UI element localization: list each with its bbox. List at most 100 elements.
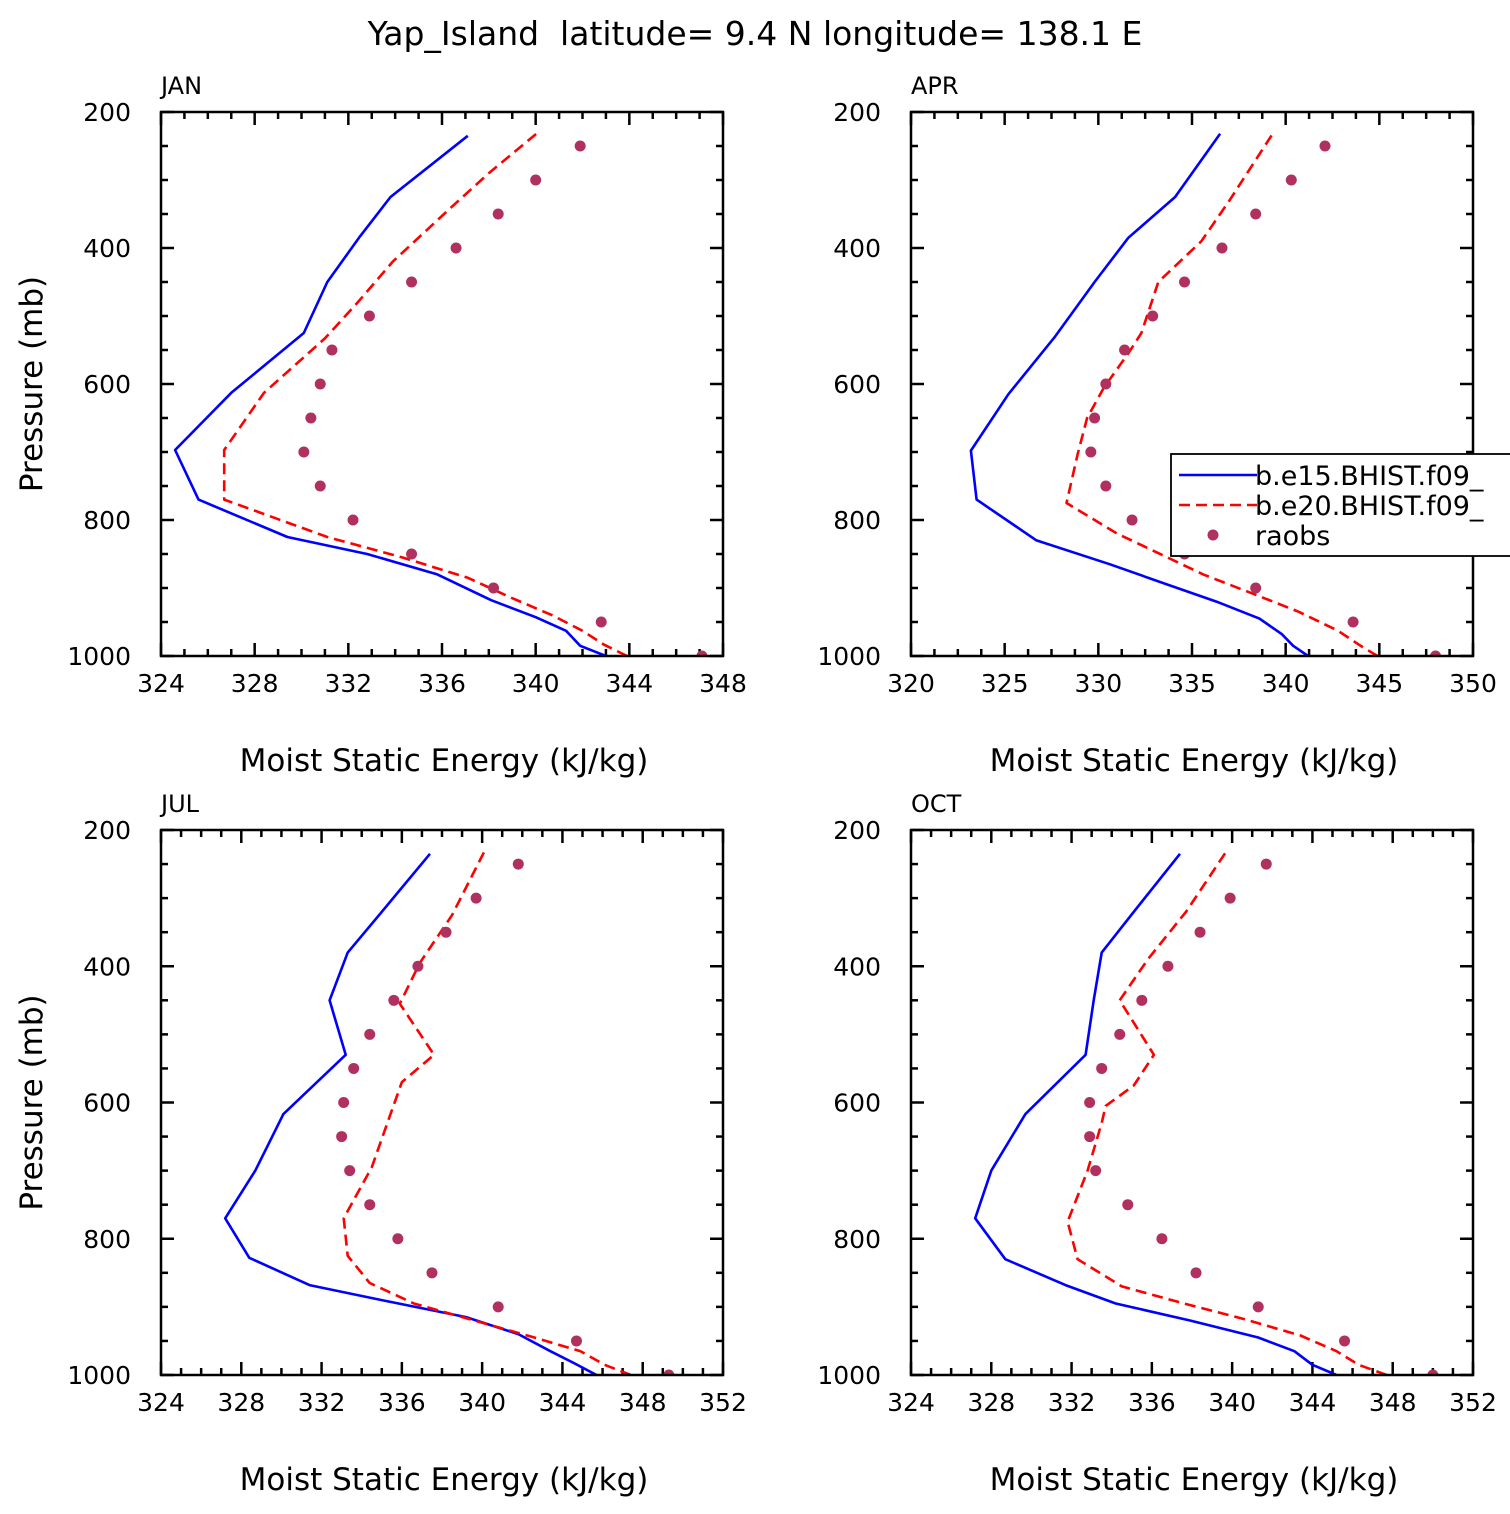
legend-label: raobs — [1255, 521, 1330, 552]
raobs-point — [1216, 242, 1228, 254]
x-tick-label: 352 — [699, 1388, 747, 1417]
legend: b.e15.BHIST.f09_b.e20.BHIST.f09_raobs — [1170, 453, 1510, 557]
raobs-point — [1319, 140, 1331, 152]
y-tick-label: 1000 — [67, 642, 131, 671]
panel-jan: 324 328 332 336 340 344 348 200 400 600 800 1000 Moi… — [14, 72, 747, 779]
raobs-point — [1190, 1267, 1202, 1279]
x-tick-label: 340 — [512, 669, 560, 698]
x-tick-label: 336 — [1128, 1388, 1176, 1417]
raobs-point — [406, 276, 418, 288]
x-tick-label: 332 — [1048, 1388, 1096, 1417]
raobs-point — [1260, 858, 1272, 870]
panel-apr: 320 325 330 335 340 345 350 200 400 600 800 1000 Moi… — [817, 72, 1496, 779]
raobs-point — [364, 1028, 376, 1040]
panel-label: JUL — [159, 790, 200, 818]
raobs-point — [392, 1233, 404, 1245]
raobs-point — [1100, 480, 1112, 492]
raobs-point — [388, 994, 400, 1006]
raobs-point — [1090, 1165, 1102, 1177]
raobs-point — [696, 650, 708, 656]
raobs-point — [574, 140, 586, 152]
raobs-point — [426, 1267, 438, 1279]
panel-oct: 324 328 332 336 340 344 348 352 200 400 600 800 1000… — [817, 790, 1496, 1498]
x-tick-label: 340 — [1208, 1388, 1256, 1417]
raobs-point — [305, 412, 317, 424]
x-tick-label: 344 — [1289, 1388, 1337, 1417]
raobs-point — [364, 1199, 376, 1211]
panel-label: OCT — [911, 790, 962, 818]
y-tick-label: 400 — [83, 952, 131, 981]
raobs-point — [440, 926, 452, 938]
y-tick-label: 200 — [83, 816, 131, 845]
raobs-point — [1089, 412, 1101, 424]
y-tick-label: 400 — [833, 234, 881, 263]
raobs-point — [570, 1335, 582, 1347]
raobs-point — [347, 514, 359, 526]
raobs-point — [470, 892, 482, 904]
x-tick-label: 352 — [1449, 1388, 1497, 1417]
x-tick-label: 350 — [1449, 669, 1497, 698]
legend-label: b.e20.BHIST.f09_ — [1255, 491, 1484, 522]
series-line-b-e15 — [223, 852, 598, 1375]
raobs-point — [1179, 276, 1191, 288]
series-group — [969, 133, 1442, 656]
raobs-point — [595, 616, 607, 628]
raobs-point — [406, 548, 418, 560]
legend-box — [1170, 453, 1510, 557]
y-tick-label: 200 — [833, 816, 881, 845]
raobs-point — [326, 344, 338, 356]
y-tick-label: 200 — [83, 98, 131, 127]
y-axis-title: Pressure (mb) — [14, 276, 50, 492]
x-tick-label: 340 — [1262, 669, 1310, 698]
x-tick-label: 344 — [539, 1388, 587, 1417]
y-tick-label: 200 — [833, 98, 881, 127]
raobs-point — [348, 1062, 360, 1074]
y-tick-label: 800 — [833, 1225, 881, 1254]
raobs-point — [314, 378, 326, 390]
raobs-point — [1136, 994, 1148, 1006]
plot-frame — [159, 828, 725, 1377]
x-tick-label: 335 — [1168, 669, 1216, 698]
raobs-point — [1430, 650, 1442, 656]
series-line-b-e20 — [1065, 133, 1379, 656]
series-group — [973, 851, 1439, 1375]
raobs-point — [1156, 1233, 1168, 1245]
x-tick-label: 340 — [458, 1388, 506, 1417]
series-line-b-e15 — [969, 133, 1309, 656]
raobs-point — [1250, 582, 1262, 594]
raobs-point — [336, 1131, 348, 1143]
raobs-point — [1084, 1097, 1096, 1108]
series-group — [223, 851, 675, 1375]
raobs-point — [344, 1165, 356, 1177]
series-line-b-e20 — [222, 131, 628, 656]
y-tick-label: 800 — [83, 506, 131, 535]
raobs-point — [1114, 1028, 1126, 1040]
x-tick-label: 336 — [378, 1388, 426, 1417]
x-tick-label: 324 — [137, 1388, 185, 1417]
raobs-point — [488, 582, 500, 594]
y-tick-label: 600 — [833, 1089, 881, 1118]
y-tick-label: 1000 — [817, 642, 881, 671]
plot-frame — [909, 110, 1475, 658]
x-axis-title: Moist Static Energy (kJ/kg) — [990, 1462, 1399, 1498]
raobs-point — [450, 242, 462, 254]
x-tick-label: 332 — [298, 1388, 346, 1417]
raobs-point — [1147, 310, 1159, 322]
raobs-point — [1122, 1199, 1134, 1211]
y-tick-label: 600 — [83, 370, 131, 399]
raobs-point — [363, 310, 375, 322]
x-tick-label: 344 — [605, 669, 653, 698]
x-tick-label: 328 — [231, 669, 279, 698]
y-tick-label: 600 — [833, 370, 881, 399]
raobs-point — [314, 480, 326, 492]
raobs-point — [1252, 1301, 1264, 1313]
raobs-point — [1100, 378, 1112, 390]
raobs-point — [663, 1369, 675, 1375]
x-tick-label: 330 — [1074, 669, 1122, 698]
raobs-point — [1084, 1131, 1096, 1143]
y-tick-label: 1000 — [67, 1361, 131, 1390]
raobs-point — [1194, 926, 1206, 938]
raobs-point — [1250, 208, 1262, 220]
